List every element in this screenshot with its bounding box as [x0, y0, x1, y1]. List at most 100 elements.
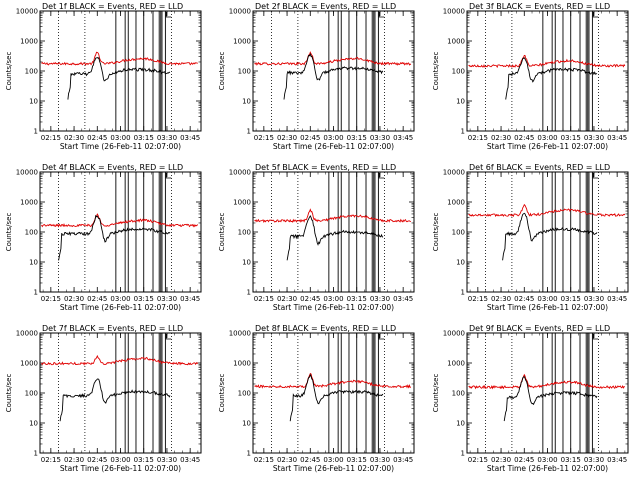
x-tick-label: 02:15 [254, 295, 274, 303]
y-tick-label: 1000 [20, 199, 38, 207]
panel-title: Det 1f BLACK = Events, RED = LLD [42, 2, 183, 11]
y-tick-label: 10000 [229, 169, 251, 177]
x-tick-label: 03:00 [323, 134, 343, 142]
x-tick-label: 02:15 [254, 456, 274, 464]
x-axis-label: Start Time (26-Feb-11 02:07:00) [60, 464, 181, 473]
x-tick-label: 02:30 [491, 134, 511, 142]
x-tick-label: 02:45 [87, 456, 107, 464]
marker-bracket [378, 334, 385, 340]
plot-frame [466, 171, 629, 293]
x-tick-label: 02:45 [87, 295, 107, 303]
lld-series-line [468, 54, 626, 69]
x-tick-label: 03:15 [134, 295, 154, 303]
y-axis-label: Counts/sec [218, 213, 226, 252]
x-tick-label: 03:45 [607, 456, 627, 464]
x-tick-label: 02:45 [300, 134, 320, 142]
x-tick-label: 03:15 [347, 134, 367, 142]
marker-bracket [165, 173, 172, 179]
x-tick-label: 02:30 [277, 134, 297, 142]
x-tick-label: 02:45 [87, 134, 107, 142]
lld-series-line [468, 373, 626, 390]
x-tick-label: 02:30 [491, 295, 511, 303]
plot-frame [252, 171, 415, 293]
y-tick-label: 1 [247, 128, 251, 136]
y-axis-label: Counts/sec [5, 374, 13, 413]
y-tick-label: 10000 [229, 8, 251, 16]
y-tick-label: 1000 [20, 360, 38, 368]
events-series-line [503, 375, 598, 422]
y-tick-label: 10 [29, 420, 38, 428]
marker-bracket [378, 12, 385, 18]
x-axis-label: Start Time (26-Feb-11 02:07:00) [60, 303, 181, 312]
x-tick-label: 02:45 [514, 295, 534, 303]
x-tick-label: 03:45 [607, 134, 627, 142]
panel-title: Det 7f BLACK = Events, RED = LLD [42, 324, 183, 333]
events-series-line [502, 212, 598, 261]
y-tick-label: 1000 [233, 199, 251, 207]
lld-series-line [254, 51, 412, 66]
detector-panel-4: Det 4f BLACK = Events, RED = LLD 1 10 100 10… [5, 163, 202, 312]
events-series-line [59, 378, 171, 422]
x-axis-label: Start Time (26-Feb-11 02:07:00) [273, 303, 394, 312]
marker-bracket [378, 173, 385, 179]
x-tick-label: 03:30 [370, 456, 390, 464]
y-tick-label: 10 [29, 98, 38, 106]
marker-bracket [592, 12, 599, 18]
detector-panel-1: Det 1f BLACK = Events, RED = LLD 1 10 100 10… [5, 2, 202, 151]
detector-panel-2: Det 2f BLACK = Events, RED = LLD 1 10 100 10… [218, 2, 415, 151]
y-tick-label: 1 [34, 289, 38, 297]
y-tick-label: 1 [461, 128, 465, 136]
x-tick-label: 03:00 [110, 134, 130, 142]
y-tick-label: 10 [242, 420, 251, 428]
y-tick-label: 100 [238, 68, 251, 76]
x-tick-label: 02:15 [41, 134, 61, 142]
y-tick-label: 10 [29, 259, 38, 267]
marker-bracket [592, 173, 599, 179]
x-tick-label: 02:30 [277, 456, 297, 464]
y-tick-label: 10000 [443, 330, 465, 338]
x-tick-label: 02:45 [514, 134, 534, 142]
y-tick-label: 100 [25, 229, 38, 237]
x-tick-label: 03:45 [393, 295, 413, 303]
y-tick-label: 10000 [229, 330, 251, 338]
y-tick-label: 100 [452, 229, 465, 237]
panel-title: Det 5f BLACK = Events, RED = LLD [255, 163, 396, 172]
y-axis-label: Counts/sec [432, 374, 440, 413]
x-tick-label: 03:00 [537, 134, 557, 142]
y-tick-label: 100 [452, 390, 465, 398]
x-tick-label: 03:45 [180, 295, 200, 303]
y-axis-label: Counts/sec [432, 52, 440, 91]
events-series-line [67, 56, 171, 100]
x-tick-label: 03:45 [393, 134, 413, 142]
detector-panel-8: Det 8f BLACK = Events, RED = LLD 1 10 100 10… [218, 324, 415, 473]
y-axis-label: Counts/sec [218, 374, 226, 413]
lld-series-line [41, 213, 199, 228]
x-tick-label: 03:30 [157, 456, 177, 464]
x-tick-label: 03:15 [561, 134, 581, 142]
y-tick-label: 1 [461, 450, 465, 458]
x-tick-label: 02:45 [300, 456, 320, 464]
x-tick-label: 03:30 [584, 456, 604, 464]
x-tick-label: 03:00 [323, 456, 343, 464]
y-tick-label: 1000 [20, 38, 38, 46]
plot-frame [252, 10, 415, 132]
x-tick-label: 03:30 [584, 134, 604, 142]
y-tick-label: 1000 [447, 38, 465, 46]
y-tick-label: 100 [25, 68, 38, 76]
y-axis-label: Counts/sec [5, 213, 13, 252]
x-axis-label: Start Time (26-Feb-11 02:07:00) [273, 142, 394, 151]
y-axis-label: Counts/sec [218, 52, 226, 91]
x-tick-label: 03:00 [537, 295, 557, 303]
x-tick-label: 03:45 [393, 456, 413, 464]
y-tick-label: 10000 [16, 8, 38, 16]
y-tick-label: 1000 [447, 360, 465, 368]
x-tick-label: 03:30 [370, 134, 390, 142]
plot-frame [39, 332, 202, 454]
x-tick-label: 03:30 [157, 134, 177, 142]
marker-bracket [165, 12, 172, 18]
x-tick-label: 02:15 [41, 295, 61, 303]
lld-series-line [41, 354, 199, 366]
y-tick-label: 10000 [443, 8, 465, 16]
events-series-line [289, 373, 384, 422]
